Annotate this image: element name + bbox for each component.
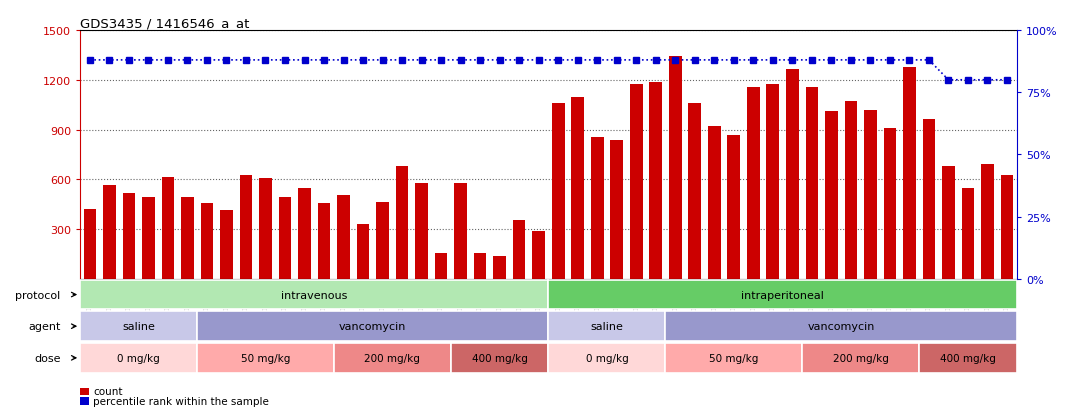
Text: count: count xyxy=(93,387,123,396)
Text: 50 mg/kg: 50 mg/kg xyxy=(709,353,758,363)
Bar xyxy=(201,204,214,279)
Bar xyxy=(802,343,920,373)
Bar xyxy=(103,185,115,279)
Bar xyxy=(611,141,623,279)
Bar xyxy=(942,166,955,279)
Text: 200 mg/kg: 200 mg/kg xyxy=(364,353,420,363)
Bar xyxy=(665,311,1017,341)
Bar xyxy=(83,209,96,279)
Bar xyxy=(334,343,451,373)
Bar xyxy=(451,343,549,373)
Bar xyxy=(260,178,272,279)
Bar xyxy=(317,204,330,279)
Bar xyxy=(80,343,198,373)
Bar xyxy=(904,68,915,279)
Bar xyxy=(454,184,467,279)
Bar xyxy=(767,85,780,279)
Text: vancomycin: vancomycin xyxy=(807,321,875,331)
Bar xyxy=(824,112,837,279)
Bar xyxy=(689,104,701,279)
Bar xyxy=(376,202,389,279)
Bar xyxy=(549,311,665,341)
Bar xyxy=(182,198,193,279)
Bar xyxy=(665,343,802,373)
Text: GDS3435 / 1416546_a_at: GDS3435 / 1416546_a_at xyxy=(80,17,250,30)
Bar xyxy=(981,164,994,279)
Bar xyxy=(337,195,350,279)
Bar xyxy=(198,311,549,341)
Bar xyxy=(845,101,858,279)
Bar xyxy=(549,343,665,373)
Text: intravenous: intravenous xyxy=(281,290,347,300)
Bar xyxy=(920,343,1017,373)
Text: 400 mg/kg: 400 mg/kg xyxy=(472,353,528,363)
Text: 0 mg/kg: 0 mg/kg xyxy=(117,353,160,363)
Text: 50 mg/kg: 50 mg/kg xyxy=(240,353,290,363)
Bar xyxy=(571,98,584,279)
Bar xyxy=(493,256,506,279)
Bar xyxy=(435,254,447,279)
Bar xyxy=(161,177,174,279)
Bar xyxy=(747,88,759,279)
Text: agent: agent xyxy=(28,321,61,331)
Bar xyxy=(552,104,565,279)
Bar xyxy=(883,128,896,279)
Bar xyxy=(80,280,549,310)
Bar xyxy=(708,127,721,279)
Bar xyxy=(513,221,525,279)
Bar xyxy=(591,138,603,279)
Text: saline: saline xyxy=(122,321,155,331)
Text: dose: dose xyxy=(34,353,61,363)
Bar xyxy=(923,119,936,279)
Bar xyxy=(727,136,740,279)
Bar xyxy=(649,83,662,279)
Bar xyxy=(1001,176,1014,279)
Bar xyxy=(396,166,408,279)
Bar xyxy=(198,343,334,373)
Bar xyxy=(357,225,370,279)
Bar xyxy=(298,188,311,279)
Bar xyxy=(220,210,233,279)
Bar xyxy=(80,311,198,341)
Bar xyxy=(786,70,799,279)
Bar xyxy=(549,280,1017,310)
Text: vancomycin: vancomycin xyxy=(340,321,407,331)
Bar xyxy=(239,176,252,279)
Bar xyxy=(864,110,877,279)
Text: 400 mg/kg: 400 mg/kg xyxy=(940,353,995,363)
Text: protocol: protocol xyxy=(15,290,61,300)
Text: saline: saline xyxy=(591,321,624,331)
Bar xyxy=(630,85,643,279)
Bar xyxy=(805,88,818,279)
Bar xyxy=(669,57,681,279)
Bar xyxy=(474,254,486,279)
Text: 0 mg/kg: 0 mg/kg xyxy=(585,353,628,363)
Bar xyxy=(279,198,292,279)
Bar xyxy=(415,183,428,279)
Text: percentile rank within the sample: percentile rank within the sample xyxy=(93,396,269,406)
Text: intraperitoneal: intraperitoneal xyxy=(741,290,824,300)
Bar xyxy=(142,198,155,279)
Text: 200 mg/kg: 200 mg/kg xyxy=(833,353,889,363)
Bar xyxy=(961,189,974,279)
Bar xyxy=(532,231,545,279)
Bar xyxy=(123,193,136,279)
